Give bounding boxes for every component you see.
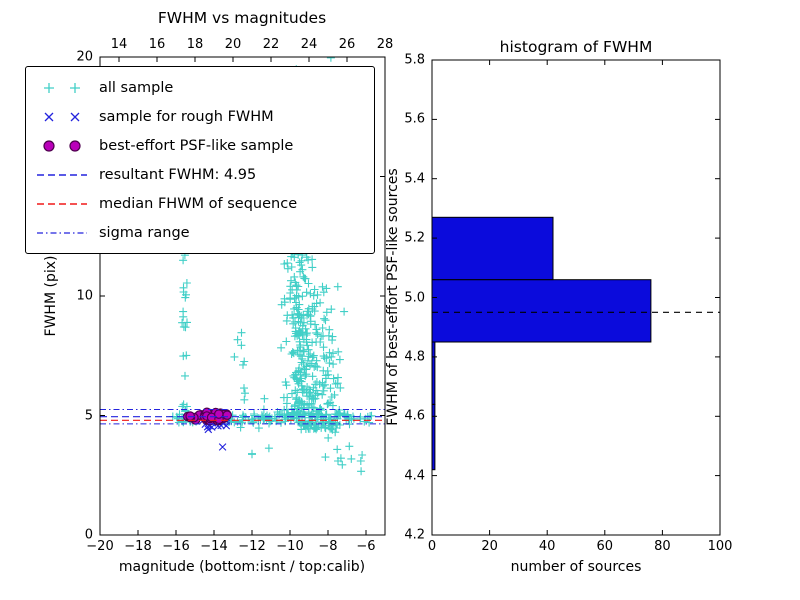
left-x-bottom-tick-label: −8 <box>318 539 338 554</box>
dashed-line-icon <box>37 173 87 176</box>
left-x-top-tick-label: 24 <box>300 37 318 52</box>
right-x-tick-label: 0 <box>427 539 437 554</box>
right-y-tick-label: 5.8 <box>404 52 425 68</box>
right-y-tick-label: 4.8 <box>404 349 425 365</box>
left-y-tick-label: 5 <box>84 408 93 423</box>
left-x-axis-label: magnitude (bottom:isnt / top:calib) <box>118 559 366 575</box>
right-x-tick-label: 20 <box>481 539 498 554</box>
right-x-tick-label: 80 <box>654 539 671 554</box>
left-x-bottom-tick-label: −12 <box>238 539 266 554</box>
histogram-bar <box>432 279 652 343</box>
right-y-axis-label: FWHM of best-effort PSF-like sources <box>385 168 401 426</box>
legend-entry: all sample <box>34 73 366 102</box>
left-x-top-tick-label: 26 <box>338 37 356 52</box>
legend-label: sample for rough FWHM <box>99 108 274 125</box>
left-x-bottom-tick-label: −6 <box>356 539 376 554</box>
legend-entry: best-effort PSF-like sample <box>34 131 366 160</box>
left-x-top-tick-label: 18 <box>186 37 204 52</box>
legend-entry: resultant FWHM: 4.95 <box>34 160 366 189</box>
right-y-tick-label: 5.0 <box>404 290 425 305</box>
right-y-tick-label: 4.4 <box>404 468 425 484</box>
left-x-top-tick-label: 28 <box>376 37 394 52</box>
right-y-tick-label: 5.4 <box>404 171 425 187</box>
legend: all sample sample for rough FWHM best-effo… <box>25 66 375 254</box>
right-y-tick-label: 5.2 <box>404 230 425 246</box>
legend-label: best-effort PSF-like sample <box>99 137 294 154</box>
right-plot-area <box>432 216 720 471</box>
legend-entry: sigma range <box>34 218 366 247</box>
right-y-tick-label: 4.6 <box>404 408 425 424</box>
plus-pair-icon <box>44 82 80 93</box>
legend-label: resultant FWHM: 4.95 <box>99 166 257 183</box>
legend-entry: median FHWM of sequence <box>34 189 366 218</box>
legend-label: median FHWM of sequence <box>99 195 298 212</box>
right-x-tick-label: 40 <box>538 539 556 554</box>
legend-label: sigma range <box>99 224 190 241</box>
right-x-tick-label: 100 <box>707 539 733 554</box>
left-y-axis-label: FWHM (pix) <box>43 255 59 337</box>
left-x-top-tick-label: 14 <box>110 37 128 52</box>
left-x-bottom-tick-label: −10 <box>276 539 304 554</box>
left-x-bottom-tick-label: −20 <box>86 539 114 554</box>
right-x-tick-label: 60 <box>596 539 614 554</box>
dot-pair-icon <box>43 139 81 152</box>
right-chart-title: histogram of FWHM <box>499 38 653 56</box>
left-y-tick-label: 20 <box>76 49 93 65</box>
left-chart-title: FWHM vs magnitudes <box>157 9 327 27</box>
dashed-line-icon <box>37 202 87 205</box>
left-x-top-tick-label: 22 <box>262 37 280 52</box>
right-y-tick-label: 5.6 <box>404 111 425 127</box>
right-y-tick-label: 4.2 <box>404 527 425 543</box>
histogram-bar <box>432 216 554 281</box>
left-x-top-tick-label: 20 <box>224 37 242 52</box>
dashdot-line-icon <box>37 231 87 234</box>
left-x-bottom-tick-label: −18 <box>124 539 152 554</box>
left-y-tick-label: 0 <box>84 527 93 543</box>
left-x-bottom-tick-label: −14 <box>200 539 228 554</box>
right-x-axis-label: number of sources <box>510 559 642 575</box>
x-pair-icon <box>44 112 80 121</box>
left-y-tick-label: 10 <box>76 288 93 304</box>
left-x-top-tick-label: 16 <box>148 37 166 52</box>
legend-entry: sample for rough FWHM <box>34 102 366 131</box>
left-plot-area <box>100 57 385 476</box>
left-x-bottom-tick-label: −16 <box>162 539 190 554</box>
legend-label: all sample <box>99 79 174 96</box>
